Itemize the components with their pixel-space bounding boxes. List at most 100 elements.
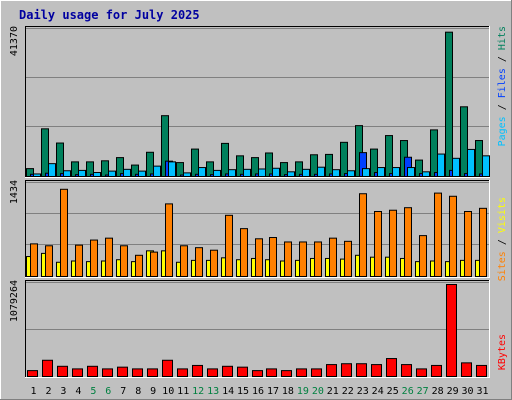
pages-bar-23 [362,168,370,177]
axis-label-visits-sites: Sites / Visits [497,197,508,281]
hits-bar-15 [236,155,244,178]
sites-bar-19 [299,241,307,278]
kbytes-bar-13 [207,368,218,378]
kbytes-bar-18 [281,370,292,378]
pages-bar-29 [452,157,460,177]
pages-bar-10 [168,161,176,177]
kbytes-bar-14 [222,365,233,377]
pages-bar-22 [347,170,355,178]
day-label-30: 30 [461,386,473,397]
kbytes-bar-16 [252,370,263,378]
sites-bar-10 [165,203,173,277]
sites-bar-9 [150,251,158,277]
pages-bar-27 [422,171,430,178]
day-label-13: 13 [207,386,219,397]
day-label-15: 15 [237,386,249,397]
kbytes-bar-3 [57,365,68,377]
hits-bar-12 [191,148,199,178]
kbytes-bar-2 [42,359,53,377]
pages-bar-17 [272,167,280,178]
kbytes-bar-4 [72,368,83,378]
day-label-24: 24 [372,386,384,397]
hits-bar-11 [176,162,184,177]
day-label-26: 26 [402,386,414,397]
sites-bar-4 [75,244,83,278]
day-label-17: 17 [267,386,279,397]
day-label-4: 4 [75,386,81,397]
y-max-labels: 41370 1434 1079264 [9,26,20,322]
sites-bar-1 [30,243,38,277]
sites-bar-30 [464,211,472,277]
sites-bar-12 [195,247,203,277]
hits-bar-6 [101,160,109,178]
kbytes-bar-19 [296,368,307,378]
sites-bar-3 [60,188,68,277]
day-label-21: 21 [327,386,339,397]
kbytes-bar-25 [386,358,397,377]
day-label-19: 19 [297,386,309,397]
sites-bar-18 [284,241,292,278]
hits-bar-28 [430,129,438,177]
pages-bar-8 [138,170,146,178]
sites-bar-14 [225,214,233,277]
pages-bar-2 [48,163,56,178]
pages-bar-20 [317,166,325,178]
sites-bar-27 [419,235,427,278]
sites-bar-20 [314,241,322,278]
sites-bar-29 [449,195,457,277]
hits-bar-29 [445,31,453,178]
hits-bar-30 [460,106,468,177]
kbytes-bar-27 [416,368,427,378]
sites-bar-17 [269,237,277,277]
day-label-5: 5 [90,386,96,397]
kbytes-bar-5 [87,365,98,377]
pages-bar-4 [78,169,86,178]
kbytes-bar-28 [431,364,442,377]
chart-panels [25,26,490,378]
pages-bar-5 [93,172,101,177]
kbytes-bar-8 [132,368,143,378]
kbytes-bar-29 [446,284,457,377]
pages-bar-21 [332,169,340,177]
hits-bar-20 [310,154,318,177]
hits-bar-2 [41,128,49,177]
pages-bar-30 [467,148,475,178]
pages-bar-6 [108,170,116,178]
day-label-12: 12 [192,386,204,397]
kbytes-bar-30 [461,362,472,378]
ymax-label-visits-sites: 1434 [9,180,20,204]
sites-bar-22 [344,240,352,277]
day-label-2: 2 [45,386,51,397]
day-label-14: 14 [222,386,234,397]
pages-bar-3 [63,170,71,178]
kbytes-bar-17 [266,368,277,378]
sites-bar-5 [90,239,98,278]
day-label-8: 8 [135,386,141,397]
pages-bar-18 [287,171,295,178]
sites-bar-11 [180,245,188,277]
kbytes-bar-10 [162,359,173,377]
kbytes-bar-24 [371,364,382,377]
day-label-7: 7 [120,386,126,397]
day-label-22: 22 [342,386,354,397]
ymax-label-hits-files-pages: 41370 [9,26,20,56]
day-label-3: 3 [60,386,66,397]
day-label-20: 20 [312,386,324,397]
day-label-23: 23 [357,386,369,397]
kbytes-bar-26 [401,364,412,377]
sites-bar-21 [329,237,337,277]
day-label-6: 6 [105,386,111,397]
pages-bar-31 [482,155,490,178]
kbytes-bar-20 [311,368,322,378]
pages-bar-14 [228,169,236,177]
day-label-18: 18 [282,386,294,397]
kbytes-bar-21 [326,364,337,377]
sites-bar-24 [374,211,382,277]
sites-bar-23 [359,193,367,278]
panel-2 [25,280,489,377]
day-label-10: 10 [162,386,174,397]
day-label-1: 1 [30,386,36,397]
day-label-16: 16 [252,386,264,397]
hits-bar-3 [56,142,64,177]
